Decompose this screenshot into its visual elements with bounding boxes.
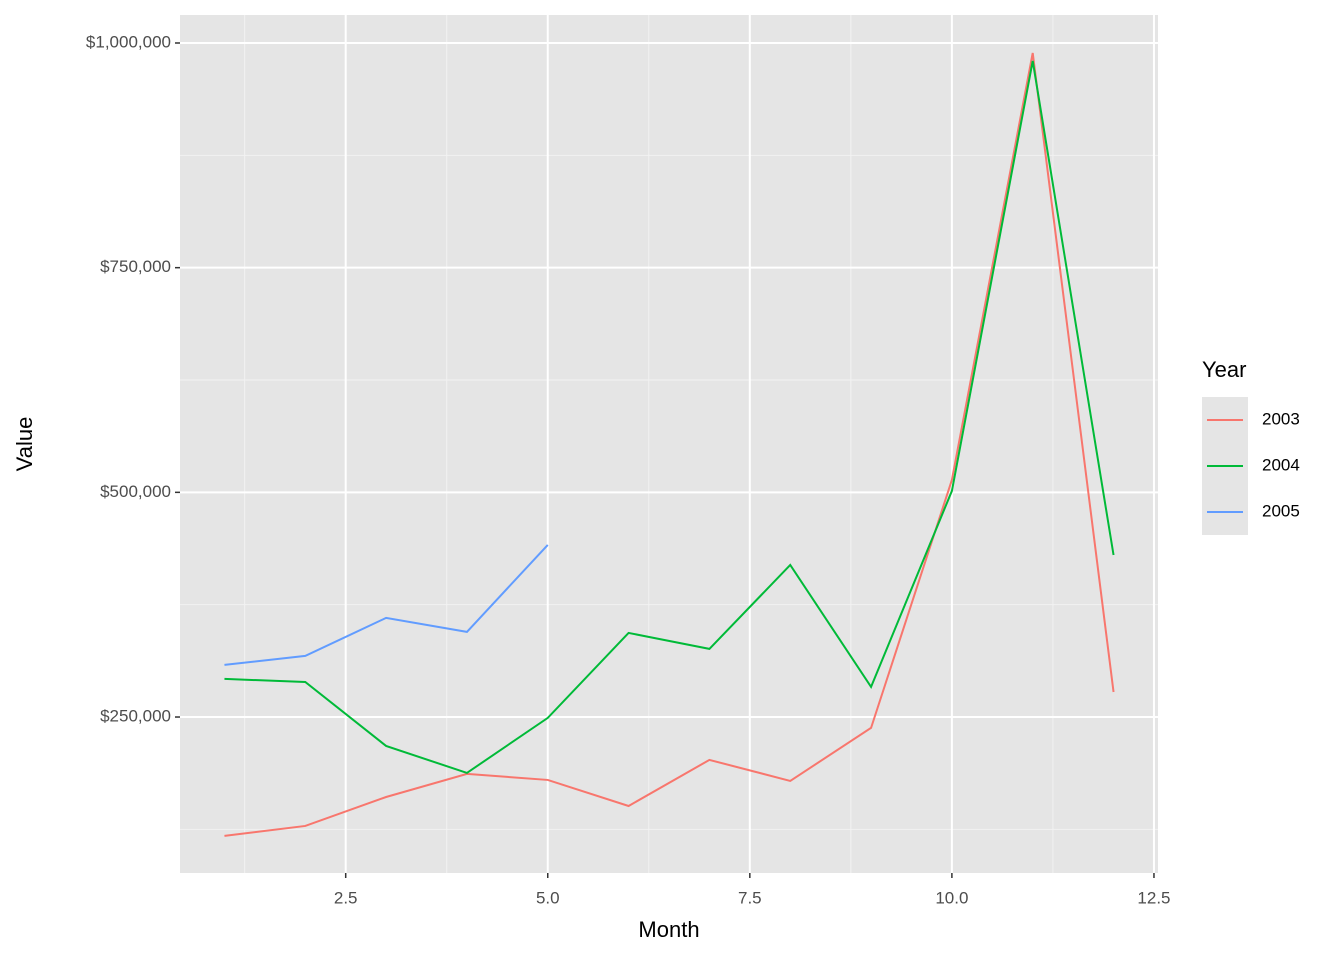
x-tick-label: 10.0 [935, 888, 968, 907]
x-tick-label: 2.5 [334, 888, 358, 907]
x-tick-label: 7.5 [738, 888, 762, 907]
y-tick-label: $500,000 [100, 482, 171, 501]
data-line [224, 60, 1115, 775]
y-tick-label: $250,000 [100, 707, 171, 726]
x-tick-label: 5.0 [536, 888, 560, 907]
legend-title: Year [1202, 357, 1246, 382]
y-tick-label: $750,000 [100, 257, 171, 276]
legend-label: 2005 [1262, 501, 1300, 520]
legend-label: 2003 [1262, 409, 1300, 428]
x-axis-title: Month [638, 917, 699, 942]
legend-label: 2004 [1262, 455, 1300, 474]
x-tick-label: 12.5 [1137, 888, 1170, 907]
data-line [224, 52, 1115, 837]
y-axis-title: Value [12, 417, 37, 472]
data-line [224, 544, 549, 666]
y-tick-label: $1,000,000 [86, 32, 171, 51]
plot-panel [180, 15, 1158, 873]
